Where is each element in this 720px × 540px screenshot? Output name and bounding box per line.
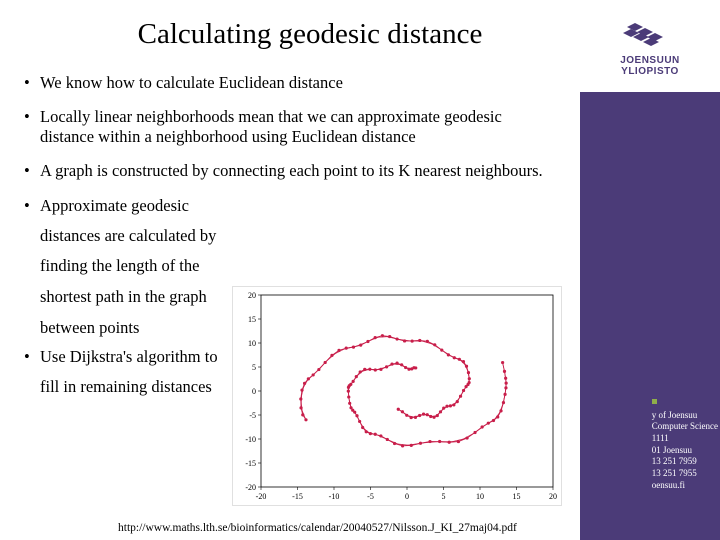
- svg-text:5: 5: [442, 492, 446, 501]
- svg-text:20: 20: [549, 492, 557, 501]
- svg-text:20: 20: [248, 291, 256, 300]
- bullet-item: Approximate geodesic: [24, 196, 556, 216]
- svg-text:-5: -5: [367, 492, 374, 501]
- svg-text:10: 10: [476, 492, 484, 501]
- bullet-item: Locally linear neighborhoods mean that w…: [24, 107, 556, 147]
- svg-text:-15: -15: [292, 492, 303, 501]
- svg-text:0: 0: [405, 492, 409, 501]
- purple-band: [580, 92, 720, 116]
- bullet-item: We know how to calculate Euclidean dista…: [24, 73, 556, 93]
- svg-text:5: 5: [252, 363, 256, 372]
- svg-text:15: 15: [513, 492, 521, 501]
- footer-url: http://www.maths.lth.se/bioinformatics/c…: [118, 522, 517, 534]
- logo-text: JOENSUUN YLIOPISTO: [620, 55, 680, 77]
- svg-text:-20: -20: [256, 492, 267, 501]
- bullet-item: A graph is constructed by connecting eac…: [24, 161, 556, 181]
- spiral-graph-chart: -20 -15 -10 -5 0 5 10 15 20 -20 -15 -10 -5 0 5 10 15 20: [232, 286, 562, 506]
- svg-text:-10: -10: [329, 492, 340, 501]
- university-logo: JOENSUUN YLIOPISTO: [580, 0, 720, 92]
- svg-text:0: 0: [252, 387, 256, 396]
- page-title: Calculating geodesic distance: [64, 18, 556, 51]
- svg-text:-10: -10: [245, 435, 256, 444]
- bullet-list: We know how to calculate Euclidean dista…: [24, 73, 556, 216]
- logo-icon: [615, 15, 685, 53]
- sidebar: JOENSUUN YLIOPISTO y of Joensuu Computer…: [580, 0, 720, 540]
- svg-text:15: 15: [248, 315, 256, 324]
- svg-text:10: 10: [248, 339, 256, 348]
- svg-text:-5: -5: [249, 411, 256, 420]
- svg-text:-20: -20: [245, 483, 256, 492]
- svg-text:-15: -15: [245, 459, 256, 468]
- contact-info: y of Joensuu Computer Science 1111 01 Jo…: [652, 398, 718, 492]
